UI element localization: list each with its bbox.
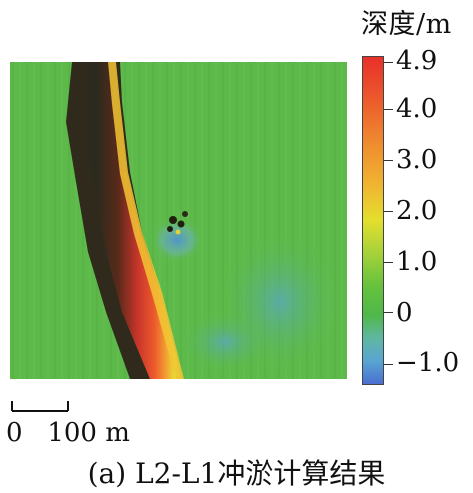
colorbar-tick: [384, 62, 393, 63]
colorbar-tick-label: 1.0: [396, 247, 438, 277]
scale-bar-label: 0 100 m: [6, 418, 130, 448]
colorbar-title: 深度/m: [361, 9, 452, 40]
colorbar-tick: [384, 312, 393, 313]
colorbar-tick: [384, 364, 393, 365]
colorbar-tick-label: 3.0: [396, 145, 438, 175]
colorbar-tick-label: −1.0: [396, 348, 460, 378]
colorbar: [362, 56, 384, 385]
colorbar-tick-label: 4.9: [396, 46, 438, 76]
colorbar-tick: [384, 262, 393, 263]
colorbar-tick: [384, 109, 393, 110]
colorbar-tick-label: 4.0: [396, 94, 438, 124]
scale-bar: [11, 401, 69, 412]
depth-change-map: [10, 62, 347, 379]
colorbar-tick-label: 2.0: [396, 196, 438, 226]
colorbar-tick: [384, 211, 393, 212]
colorbar-tick: [384, 160, 393, 161]
figure-caption: (a) L2-L1冲淤计算结果: [87, 457, 386, 490]
colorbar-tick-label: 0: [396, 298, 413, 328]
